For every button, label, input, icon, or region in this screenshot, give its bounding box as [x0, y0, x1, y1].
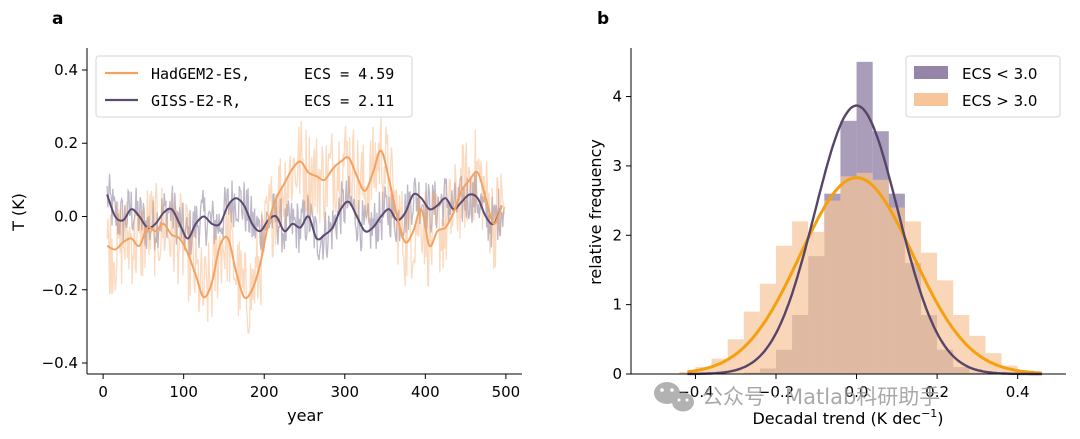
panel-a-label: a — [52, 9, 63, 29]
panel-b-x-tick-label: −0.2 — [758, 383, 794, 401]
hist-bar-ecs-high — [727, 339, 744, 374]
legend-label-giss: GISS-E2-R, — [151, 92, 241, 110]
panel-b-label: b — [597, 9, 609, 29]
panel-a-y-tick-label: −0.4 — [42, 354, 78, 372]
hadgem-raw-line — [106, 116, 505, 334]
panel-b-y-tick-label: 0 — [612, 365, 622, 383]
hist-bar-ecs-high — [808, 231, 825, 374]
panel-b-x-tick-label: 0.0 — [845, 383, 869, 401]
panel-b-x-label: Decadal trend (K dec−1) — [752, 407, 943, 428]
panel-a-x-tick-label: 100 — [169, 383, 198, 401]
panel-a-y-tick-label: 0.2 — [54, 134, 78, 152]
legend-ecs-hadgem: ECS = 4.59 — [304, 65, 394, 83]
fit-curve-ecs-high — [687, 176, 1042, 375]
panel-a-x-tick-label: 400 — [411, 383, 440, 401]
hist-bar-ecs-high — [840, 176, 857, 374]
giss-smoothed-line — [106, 192, 503, 241]
panel-b-gaussian-fits — [687, 104, 1042, 376]
panel-b-x-label-sup: −1 — [921, 407, 937, 420]
panel-b-x-label-main: Decadal trend (K dec — [752, 409, 921, 428]
panel-b-y-tick-label: 4 — [612, 88, 622, 106]
hist-bar-ecs-high — [856, 172, 873, 374]
watermark: 公众号 · Matlab科研助手 — [654, 382, 940, 412]
hadgem-smoothed-line — [106, 149, 503, 299]
legend-label-ecs-high: ECS > 3.0 — [962, 92, 1037, 110]
hist-bar-ecs-high — [888, 207, 905, 374]
hist-bar-ecs-high — [904, 221, 921, 374]
panel-a-smoothed-series — [106, 149, 503, 299]
legend-label-hadgem: HadGEM2-ES, — [151, 65, 250, 83]
panel-b-legend: ECS < 3.0 ECS > 3.0 — [905, 55, 1061, 118]
panel-b-y-tick-label: 2 — [612, 226, 622, 244]
legend-ecs-giss: ECS = 2.11 — [304, 92, 394, 110]
legend-label-ecs-low: ECS < 3.0 — [962, 65, 1037, 83]
hist-bar-ecs-high — [759, 283, 776, 374]
hist-bar-ecs-high — [743, 311, 760, 374]
panel-b-x-label-end: ) — [937, 409, 943, 428]
panel-a-legend-frame — [95, 55, 413, 118]
panel-b-y-tick-label: 3 — [612, 157, 622, 175]
giss-raw-line — [106, 172, 505, 261]
panel-b-x-tick-label: 0.4 — [1006, 383, 1030, 401]
panel-a-x-label: year — [287, 406, 323, 425]
panel-a-y-ticks: −0.4 −0.2 0.0 0.2 0.4 — [42, 61, 87, 372]
panel-b-y-tick-label: 1 — [612, 296, 622, 314]
hist-bar-ecs-high — [792, 221, 809, 374]
panel-b-x-ticks: −0.4 −0.2 0.0 0.2 0.4 — [677, 374, 1030, 401]
panel-a-raw-series — [106, 116, 505, 334]
panel-a-x-tick-label: 0 — [98, 383, 108, 401]
panel-a-x-tick-label: 500 — [492, 383, 521, 401]
panel-a-x-ticks: 0 100 200 300 400 500 — [98, 374, 520, 401]
wechat-icon — [654, 382, 694, 412]
panel-b-y-ticks: 0 1 2 3 4 — [612, 88, 631, 383]
legend-swatch-ecs-high — [914, 93, 948, 106]
panel-b-x-tick-label: 0.2 — [925, 383, 949, 401]
panel-a-x-tick-label: 200 — [250, 383, 279, 401]
panel-a-legend: HadGEM2-ES, ECS = 4.59 GISS-E2-R, ECS = … — [95, 55, 413, 118]
panel-a-x-tick-label: 300 — [330, 383, 359, 401]
panel-b-y-label: relative frequency — [586, 139, 605, 285]
watermark-text: 公众号 · Matlab科研助手 — [702, 385, 940, 409]
panel-b-histograms — [679, 61, 1034, 375]
panel-a-y-tick-label: −0.2 — [42, 281, 78, 299]
hist-bar-ecs-high — [872, 179, 889, 374]
panel-a-y-label: T (K) — [9, 193, 28, 232]
panel-a-y-tick-label: 0.4 — [54, 61, 78, 79]
panel-a-y-tick-label: 0.0 — [54, 207, 78, 225]
fit-curve-ecs-low — [687, 104, 1042, 376]
hist-bar-ecs-high — [679, 371, 696, 374]
legend-swatch-ecs-low — [914, 66, 948, 79]
hist-bar-ecs-high — [824, 200, 841, 374]
hist-bar-ecs-high — [776, 245, 793, 374]
